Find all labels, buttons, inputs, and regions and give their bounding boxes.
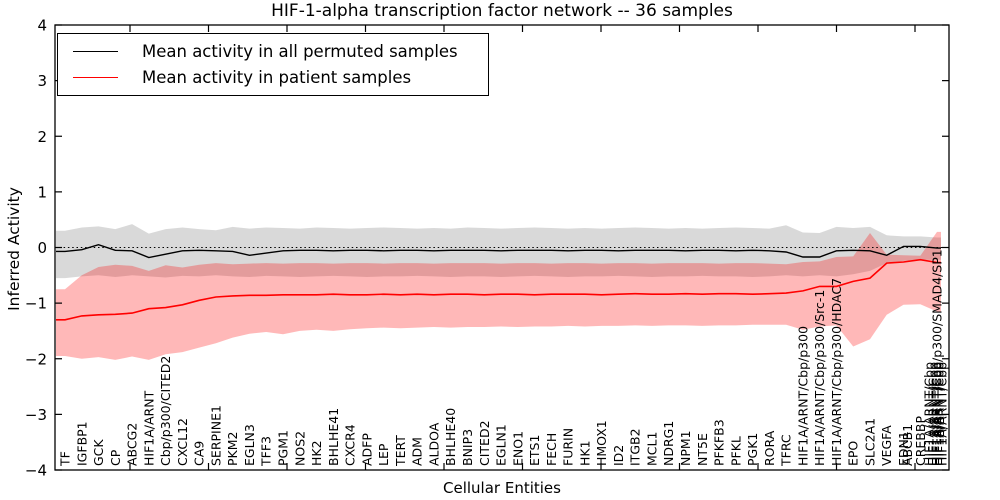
entity-label: BHLHE40	[443, 408, 458, 466]
patient-samples-band	[56, 231, 941, 360]
entity-label: HIF1A/ARNT/Cbp	[922, 362, 937, 466]
entity-label: NDRG1	[661, 421, 676, 466]
y-tick-label: 3	[37, 72, 47, 90]
entity-label: ETS1	[527, 435, 542, 466]
entity-label: SERPINE1	[208, 405, 223, 466]
entity-label: LEP	[376, 443, 391, 466]
legend-label-permuted: Mean activity in all permuted samples	[142, 41, 458, 61]
entity-label: HK2	[309, 440, 324, 466]
entity-label: Cbp/p300/CITED2	[158, 356, 173, 466]
entity-label: ADFP	[359, 433, 374, 466]
entity-label: PGM1	[276, 430, 291, 466]
entity-label: GCK	[91, 439, 106, 466]
y-tick-label: 1	[37, 183, 47, 201]
entity-label: FURIN	[561, 428, 576, 466]
entity-label: NPM1	[678, 430, 693, 466]
entity-label: ITGB2	[628, 428, 643, 466]
entity-label: CP	[108, 449, 123, 466]
entity-label: VEGFA	[879, 425, 894, 466]
legend-label-patient: Mean activity in patient samples	[142, 68, 412, 88]
y-tick-label: −3	[25, 406, 47, 424]
y-tick-label: 2	[37, 128, 47, 146]
entity-label: PFKFB3	[712, 419, 727, 466]
entity-label: ID2	[611, 445, 626, 466]
entity-label: ADM	[410, 437, 425, 466]
entity-label: EGLN1	[494, 424, 509, 466]
entity-label: PGK1	[745, 433, 760, 466]
entity-label: HIF1A/ARNT/Cbp	[932, 362, 947, 466]
entity-label: IGFBP1	[74, 421, 89, 466]
entity-label: TF	[58, 451, 73, 467]
entity-label: EPO	[846, 441, 861, 466]
entity-label: CREBBP	[913, 416, 928, 466]
entity-label: FECH	[544, 433, 559, 466]
entity-label: ABCG2	[125, 423, 140, 466]
entity-label: PKM2	[225, 432, 240, 466]
entity-label: HIF1A/ARNT/Cbp/p300/HDAC7	[829, 278, 844, 466]
entity-label: HIF1A/ARNT/Cbp/p300/Src-1	[812, 290, 827, 466]
entity-label: MCL1	[644, 432, 659, 466]
legend: Mean activity in all permuted samples Me…	[57, 33, 489, 96]
patient-mean-line	[56, 258, 941, 321]
y-tick-label: 0	[37, 239, 47, 257]
entity-label: CA9	[192, 441, 207, 466]
patient-line-swatch	[73, 77, 118, 79]
entity-label: SLC2A1	[863, 418, 878, 466]
entity-label: RORA	[762, 430, 777, 466]
entity-label: BHLHE41	[326, 408, 341, 466]
entity-label: TFRC	[779, 434, 794, 467]
entity-label: CITED2	[477, 420, 492, 466]
entity-label: HIF1A/ARNT	[141, 390, 156, 466]
permuted-line-swatch	[73, 50, 118, 52]
entity-label: NT5E	[695, 433, 710, 466]
y-tick-label: −4	[25, 462, 47, 480]
y-axis-label: Inferred Activity	[5, 187, 23, 311]
entity-label: ALDOA	[426, 422, 441, 466]
x-axis-label: Cellular Entities	[443, 479, 561, 497]
entity-label: ABCB1	[900, 424, 915, 466]
legend-entry-permuted: Mean activity in all permuted samples	[73, 42, 488, 61]
y-tick-label: 4	[37, 17, 47, 35]
entity-label: EGLN3	[242, 424, 257, 466]
entity-label: EDN1	[896, 431, 911, 466]
entity-label: HIF1A/ARNT/Cbp	[929, 362, 944, 466]
chart-title: HIF-1-alpha transcription factor network…	[271, 1, 733, 21]
entity-label: HK1	[577, 440, 592, 466]
entity-label: HIF1A/ARNT/Cbp/p300/SMAD4/SP1	[930, 249, 945, 466]
entity-label: BNIP3	[460, 429, 475, 466]
entity-label: CXCR4	[343, 424, 358, 466]
permuted-mean-line	[56, 243, 941, 259]
entity-label: HIF1A/ARNT/Cbp	[926, 362, 941, 466]
entity-label: HMOX1	[594, 420, 609, 466]
entity-label: NOS2	[292, 431, 307, 466]
entity-label: TERT	[393, 435, 408, 467]
y-tick-label: −1	[25, 295, 47, 313]
entity-label: PFKL	[728, 436, 743, 466]
entity-label: CXCL12	[175, 418, 190, 466]
entity-label: TFF3	[259, 436, 274, 467]
y-tick-label: −2	[25, 350, 47, 368]
entity-label: ENO1	[510, 431, 525, 466]
entity-label: HIF1A/ARNT/Cbp/p300	[795, 326, 810, 466]
legend-entry-patient: Mean activity in patient samples	[73, 68, 488, 87]
